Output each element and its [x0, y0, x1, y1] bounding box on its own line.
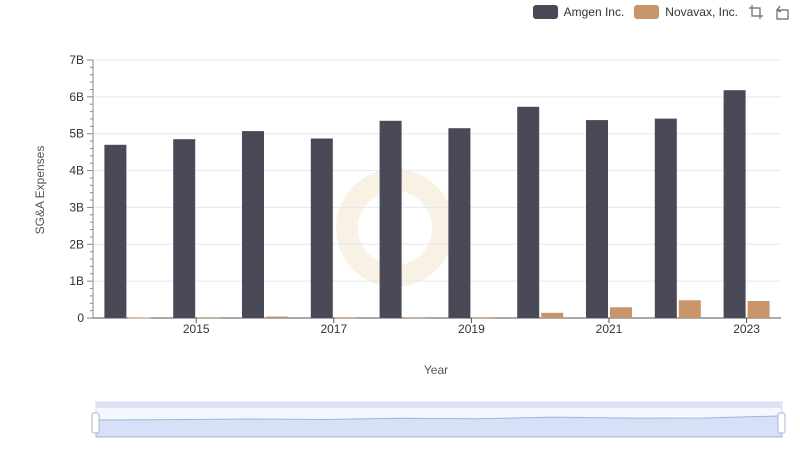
y-tick-label: 6B [69, 90, 84, 104]
zoom-preview-area [95, 415, 783, 438]
bar-amgen-2023[interactable] [723, 90, 746, 318]
bar-amgen-2016[interactable] [242, 131, 264, 318]
legend-item-novavax[interactable]: Novavax, Inc. [634, 5, 738, 19]
bar-amgen-2021[interactable] [586, 120, 608, 318]
y-tick-label: 1B [69, 274, 84, 288]
bar-novavax-2017[interactable] [334, 317, 357, 319]
bar-novavax-2023[interactable] [747, 301, 770, 318]
x-tick-label: 2023 [733, 322, 760, 336]
bar-novavax-2019[interactable] [472, 317, 495, 319]
bar-novavax-2020[interactable] [541, 312, 564, 318]
legend-label-novavax: Novavax, Inc. [665, 5, 738, 19]
legend: Amgen Inc. Novavax, Inc. [532, 4, 790, 20]
bars [104, 90, 770, 319]
legend-swatch-amgen [532, 5, 558, 19]
bar-novavax-2015[interactable] [197, 317, 220, 319]
bar-amgen-2018[interactable] [379, 120, 402, 318]
zoom-handle-left[interactable] [91, 412, 100, 434]
y-tick-label: 7B [69, 53, 84, 67]
legend-label-amgen: Amgen Inc. [563, 5, 625, 19]
bar-novavax-2022[interactable] [678, 300, 701, 318]
bar-amgen-2014[interactable] [104, 144, 127, 318]
bar-novavax-2018[interactable] [403, 317, 426, 319]
bar-amgen-2017[interactable] [310, 138, 333, 319]
bar-novavax-2016[interactable] [266, 316, 288, 319]
zoom-select-icon[interactable] [748, 4, 764, 20]
x-axis: 2015 2017 2019 2021 2023 [93, 317, 781, 336]
bar-amgen-2022[interactable] [654, 118, 677, 318]
y-tick-label: 4B [69, 164, 84, 178]
x-axis-title: Year [424, 363, 448, 377]
y-axis: 0 1B 2B 3B 4B 5B 6B 7B [69, 53, 94, 325]
x-tick-label: 2019 [458, 322, 485, 336]
bar-novavax-2021[interactable] [610, 307, 632, 318]
x-tick-label: 2015 [183, 322, 210, 336]
restore-icon[interactable] [774, 4, 790, 20]
bar-amgen-2019[interactable] [448, 128, 471, 318]
bar-amgen-2020[interactable] [517, 106, 540, 318]
x-tick-label: 2017 [320, 322, 347, 336]
x-tick-label: 2021 [596, 322, 623, 336]
y-axis-title: SG&A Expenses [33, 146, 47, 235]
y-tick-label: 2B [69, 237, 84, 251]
y-tick-label: 0 [77, 311, 84, 325]
data-zoom-slider[interactable] [91, 401, 786, 438]
y-tick-label: 3B [69, 200, 84, 214]
y-tick-label: 5B [69, 127, 84, 141]
bar-novavax-2014[interactable] [128, 317, 151, 319]
legend-swatch-novavax [634, 5, 660, 19]
zoom-handle-right[interactable] [777, 412, 786, 434]
zoom-top-bar[interactable] [96, 402, 782, 408]
bar-amgen-2015[interactable] [173, 139, 196, 318]
legend-item-amgen[interactable]: Amgen Inc. [532, 5, 625, 19]
